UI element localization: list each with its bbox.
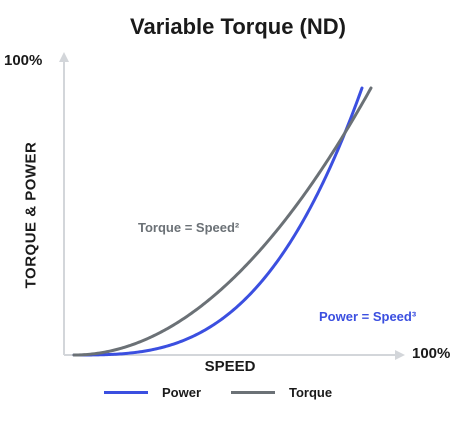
x-axis-max-label: 100% (412, 345, 451, 362)
legend-swatch-torque (231, 391, 276, 394)
power-annotation: Power = Speed³ (319, 309, 417, 324)
legend-item-power: Power (104, 385, 201, 400)
legend: Power Torque (104, 385, 332, 400)
chart-title: Variable Torque (ND) (130, 14, 346, 39)
legend-swatch-power (104, 391, 148, 394)
series-line-torque (72, 86, 373, 357)
legend-label-torque: Torque (289, 385, 333, 400)
x-axis-arrow (395, 350, 405, 360)
legend-label-power: Power (162, 385, 202, 400)
x-axis-label: SPEED (204, 358, 256, 375)
y-axis-arrow (59, 52, 69, 62)
series-line-power (72, 86, 364, 357)
series-layer (72, 86, 373, 357)
y-axis-max-label: 100% (4, 52, 43, 69)
torque-annotation: Torque = Speed² (138, 220, 240, 235)
legend-item-torque: Torque (231, 385, 332, 400)
y-axis-label: TORQUE & POWER (22, 141, 40, 289)
